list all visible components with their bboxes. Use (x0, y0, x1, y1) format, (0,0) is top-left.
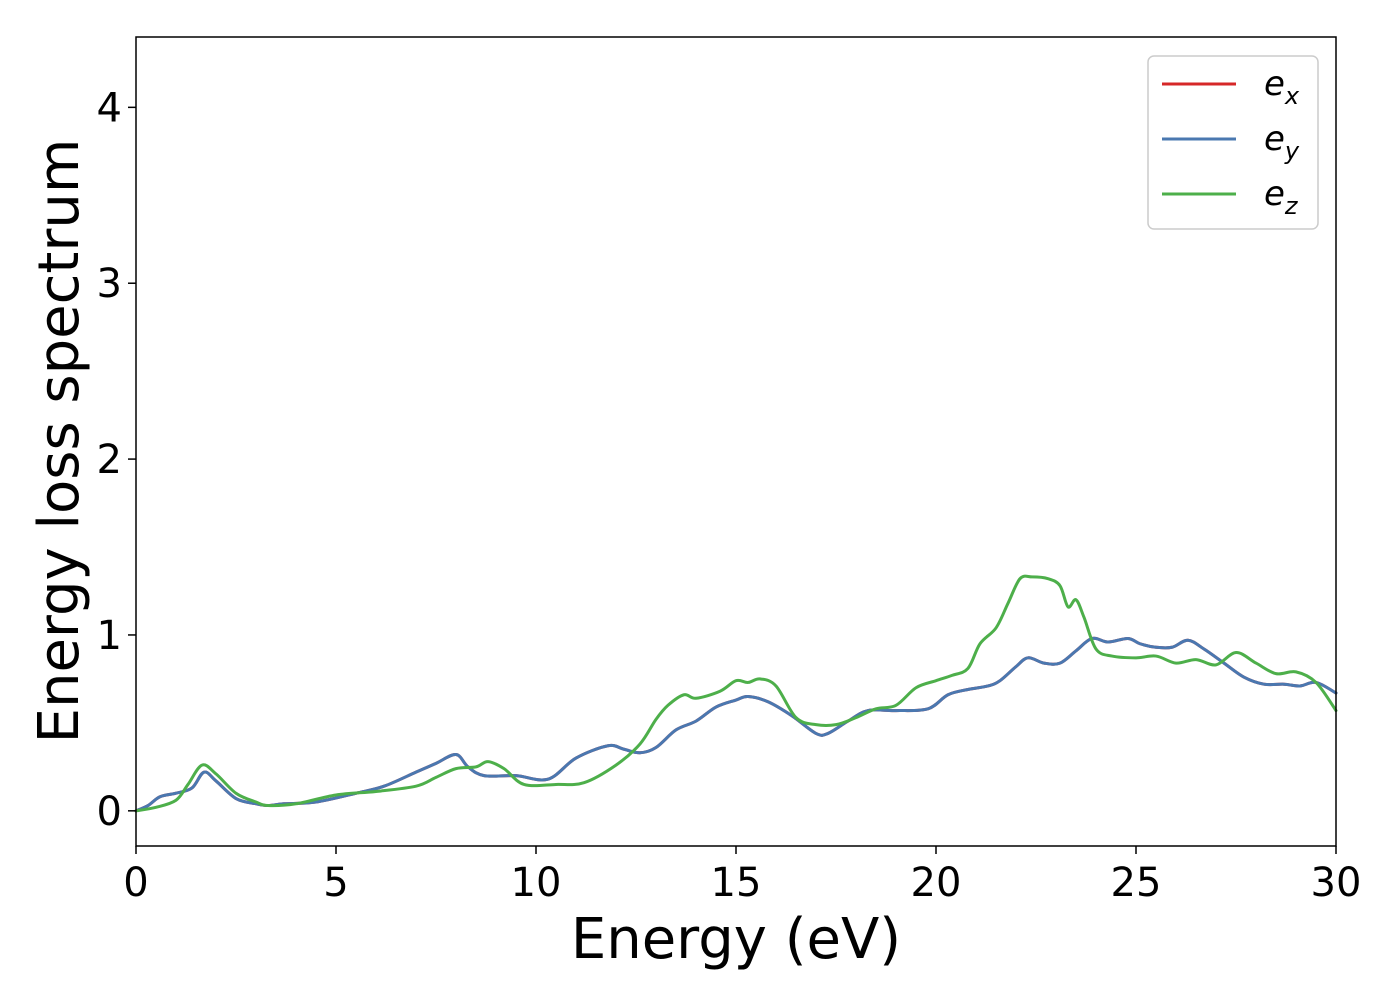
y-axis-label: Energy loss spectrum (27, 139, 92, 744)
legend: ex ey ez (1147, 55, 1319, 230)
x-tick-label: 0 (123, 860, 148, 906)
series-line-z (134, 574, 1338, 813)
ticks-layer: 0 5 10 15 20 25 30 0 1 2 3 4 (97, 85, 1362, 906)
x-axis-label: Energy (eV) (571, 907, 901, 972)
x-tick-label: 20 (911, 860, 962, 906)
x-tick-label: 5 (323, 860, 348, 906)
legend-label-y: ey (1264, 119, 1300, 165)
x-tick-label: 30 (1311, 860, 1362, 906)
x-tick-label: 15 (711, 860, 762, 906)
y-tick-label: 3 (97, 261, 122, 307)
y-tick-label: 4 (97, 85, 122, 131)
x-tick-label: 25 (1111, 860, 1162, 906)
legend-label-z: ez (1264, 174, 1299, 220)
x-tick-label: 10 (511, 860, 562, 906)
plot-background (136, 37, 1336, 846)
y-tick-label: 0 (97, 789, 122, 835)
legend-box (1147, 55, 1319, 230)
series-layer (134, 574, 1338, 813)
legend-entries: ex ey ez (1162, 64, 1300, 220)
legend-label-x: ex (1264, 64, 1300, 110)
y-tick-label: 1 (97, 613, 122, 659)
y-tick-label: 2 (97, 437, 122, 483)
